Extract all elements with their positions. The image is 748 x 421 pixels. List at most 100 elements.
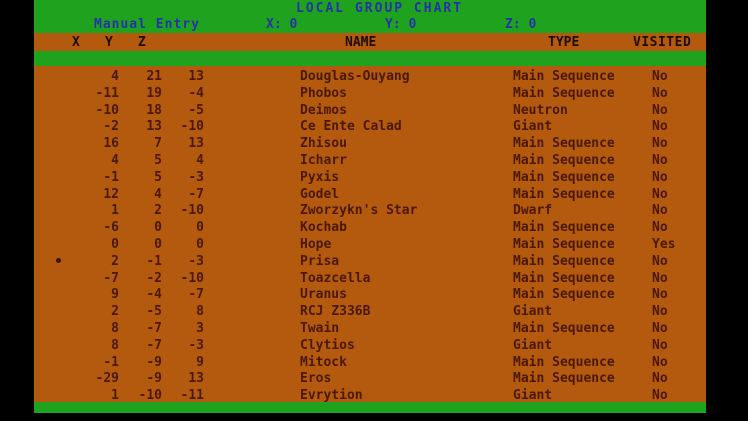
cell-type: Main Sequence	[513, 287, 615, 303]
cell-z: -10	[180, 270, 204, 286]
table-header-row: X Y Z NAME TYPE VISITED	[34, 33, 706, 51]
cell-y: -1	[146, 253, 162, 269]
table-row[interactable]: 8 -7 3 Twain Main Sequence No	[34, 320, 706, 337]
page-title: LOCAL GROUP CHART	[296, 1, 464, 16]
cell-z: 13	[188, 371, 204, 387]
cell-type: Neutron	[513, 102, 568, 118]
cell-visited: Yes	[652, 236, 676, 252]
cell-x: -2	[103, 119, 119, 135]
cell-visited: No	[652, 136, 668, 152]
table-row[interactable]: -2 13 -10 Ce Ente Calad Giant No	[34, 118, 706, 135]
cell-y: 0	[154, 236, 162, 252]
cell-y: 5	[154, 169, 162, 185]
cell-type: Main Sequence	[513, 236, 615, 252]
cell-y: -2	[146, 270, 162, 286]
coordinate-x-readout: X: 0	[266, 17, 298, 32]
cell-z: -7	[188, 186, 204, 202]
cell-name: Zworzykn's Star	[300, 203, 418, 219]
current-position-marker-icon	[56, 257, 61, 263]
cell-type: Main Sequence	[513, 371, 615, 387]
table-row[interactable]: -11 19 -4 Phobos Main Sequence No	[34, 85, 706, 102]
cell-name: Kochab	[300, 220, 347, 236]
cell-visited: No	[652, 371, 668, 387]
cell-y: -9	[146, 371, 162, 387]
table-row[interactable]: 12 4 -7 Godel Main Sequence No	[34, 186, 706, 203]
table-row[interactable]: 16 7 13 Zhisou Main Sequence No	[34, 135, 706, 152]
manual-entry-button[interactable]: Manual Entry	[94, 17, 200, 32]
cell-z: 0	[196, 236, 204, 252]
cell-y: 2	[154, 203, 162, 219]
cell-visited: No	[652, 270, 668, 286]
cell-type: Giant	[513, 119, 553, 135]
cell-visited: No	[652, 253, 668, 269]
cell-type: Main Sequence	[513, 152, 615, 168]
cell-y: 5	[154, 152, 162, 168]
cell-name: Uranus	[300, 287, 347, 303]
cell-name: Clytios	[300, 337, 355, 353]
cell-type: Main Sequence	[513, 186, 615, 202]
cell-x: 2	[111, 253, 119, 269]
cell-x: 8	[111, 337, 119, 353]
table-row[interactable]: -29 -9 13 Eros Main Sequence No	[34, 370, 706, 387]
cell-visited: No	[652, 320, 668, 336]
cell-type: Giant	[513, 337, 553, 353]
table-row[interactable]: -10 18 -5 Deimos Neutron No	[34, 102, 706, 119]
column-header-x: X	[72, 35, 80, 50]
cell-z: 4	[196, 152, 204, 168]
cell-z: -7	[188, 287, 204, 303]
cell-visited: No	[652, 85, 668, 101]
cell-name: Deimos	[300, 102, 347, 118]
table-row[interactable]: 0 0 0 Hope Main Sequence Yes	[34, 236, 706, 253]
cell-y: -9	[146, 354, 162, 370]
cell-visited: No	[652, 102, 668, 118]
table-row[interactable]: -1 -9 9 Mitock Main Sequence No	[34, 354, 706, 371]
cell-y: 4	[154, 186, 162, 202]
cell-y: 7	[154, 136, 162, 152]
cell-name: Mitock	[300, 354, 347, 370]
cell-name: RCJ Z336B	[300, 304, 371, 320]
cell-x: -1	[103, 354, 119, 370]
table-row[interactable]: 4 21 13 Douglas-Ouyang Main Sequence No	[34, 68, 706, 85]
cell-visited: No	[652, 69, 668, 84]
table-row[interactable]: 1 2 -10 Zworzykn's Star Dwarf No	[34, 202, 706, 219]
table-row[interactable]: 8 -7 -3 Clytios Giant No	[34, 337, 706, 354]
cell-visited: No	[652, 354, 668, 370]
table-row[interactable]: 1 -10 -11 Evrytion Giant No	[34, 387, 706, 404]
cell-y: 19	[146, 85, 162, 101]
cell-name: Phobos	[300, 85, 347, 101]
cell-type: Main Sequence	[513, 354, 615, 370]
cell-type: Main Sequence	[513, 270, 615, 286]
cell-visited: No	[652, 119, 668, 135]
cell-name: Evrytion	[300, 388, 363, 404]
table-row[interactable]: 2 -1 -3 Prisa Main Sequence No	[34, 253, 706, 270]
cell-visited: No	[652, 169, 668, 185]
cell-y: -7	[146, 320, 162, 336]
cell-x: 8	[111, 320, 119, 336]
cell-visited: No	[652, 304, 668, 320]
table-row[interactable]: -7 -2 -10 Toazcella Main Sequence No	[34, 270, 706, 287]
cell-z: 3	[196, 320, 204, 336]
cell-y: -10	[138, 388, 162, 404]
cell-name: Prisa	[300, 253, 340, 269]
cell-x: 1	[111, 203, 119, 219]
star-table-body: 4 21 13 Douglas-Ouyang Main Sequence No -11 19-…	[34, 66, 706, 404]
chart-screen: LOCAL GROUP CHART Manual Entry X: 0 Y: 0…	[34, 0, 706, 413]
cell-z: 0	[196, 220, 204, 236]
cell-type: Giant	[513, 304, 553, 320]
table-row[interactable]: -6 0 0 Kochab Main Sequence No	[34, 219, 706, 236]
cell-visited: No	[652, 337, 668, 353]
cell-x: -1	[103, 169, 119, 185]
cell-type: Main Sequence	[513, 220, 615, 236]
cell-name: Eros	[300, 371, 332, 387]
cell-type: Dwarf	[513, 203, 553, 219]
cell-z: -3	[188, 253, 204, 269]
column-header-z: Z	[138, 35, 146, 50]
cell-x: -11	[95, 85, 119, 101]
table-row[interactable]: 2 -5 8 RCJ Z336B Giant No	[34, 303, 706, 320]
cell-x: 2	[111, 304, 119, 320]
table-row[interactable]: 4 5 4 Icharr Main Sequence No	[34, 152, 706, 169]
cell-name: Icharr	[300, 152, 347, 168]
table-row[interactable]: 9 -4 -7 Uranus Main Sequence No	[34, 286, 706, 303]
table-row[interactable]: -1 5 -3 Pyxis Main Sequence No	[34, 169, 706, 186]
